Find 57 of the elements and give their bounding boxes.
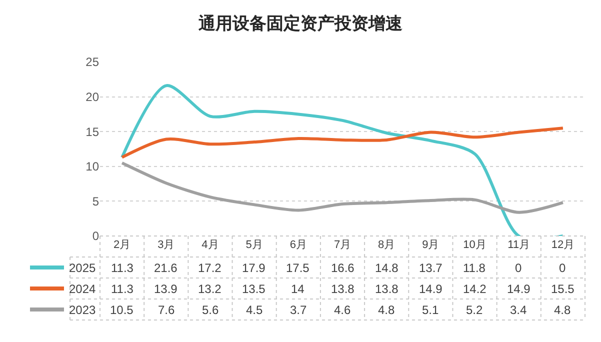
x-tick-label: 3月 [158, 239, 175, 251]
data-label: 14.8 [375, 261, 399, 275]
y-tick-label: 10 [86, 160, 100, 174]
data-label: 13.7 [419, 261, 443, 275]
x-tick-label: 6月 [290, 239, 307, 251]
legend-label: 2025 [69, 261, 96, 275]
x-tick-label: 11月 [508, 239, 530, 251]
x-tick-label: 4月 [202, 239, 219, 251]
data-label: 11.3 [111, 261, 134, 275]
data-label: 16.6 [331, 261, 355, 275]
data-label: 4.8 [554, 303, 572, 317]
x-tick-label: 7月 [334, 239, 352, 251]
data-label: 17.9 [242, 261, 266, 275]
data-label: 4.5 [246, 303, 264, 317]
data-label: 14.9 [419, 282, 443, 296]
data-label: 13.8 [331, 282, 355, 296]
data-label: 5.6 [202, 303, 220, 317]
data-label: 11.8 [463, 261, 486, 275]
y-tick-label: 0 [92, 229, 100, 244]
y-tick-label: 15 [86, 124, 100, 139]
x-tick-label: 2月 [113, 239, 131, 251]
data-label: 13.5 [242, 282, 266, 296]
x-tick-label: 8月 [378, 239, 396, 251]
line-series [120, 126, 564, 159]
data-label: 4.6 [334, 303, 352, 317]
data-label: 0 [559, 261, 566, 275]
data-label: 3.4 [510, 303, 528, 317]
data-label: 15.5 [551, 282, 575, 296]
data-label: 14.9 [507, 282, 531, 296]
data-label: 13.2 [198, 282, 222, 296]
data-label: 5.1 [422, 303, 440, 317]
data-label: 13.9 [154, 282, 178, 296]
x-tick-label: 10月 [463, 239, 486, 251]
data-label: 3.7 [290, 303, 308, 317]
data-label: 4.8 [378, 303, 396, 317]
data-label: 0 [515, 261, 522, 275]
line-series [120, 161, 564, 214]
line-series [120, 84, 564, 236]
legend-label: 2024 [69, 282, 96, 296]
chart-title: 通用设备固定资产投资增速 [198, 14, 402, 33]
data-label: 11.3 [111, 282, 134, 296]
x-tick-label: 9月 [422, 239, 440, 251]
data-label: 17.5 [286, 261, 310, 275]
data-label: 10.5 [110, 303, 134, 317]
y-tick-label: 5 [92, 194, 100, 208]
data-label: 7.6 [158, 303, 176, 317]
data-label: 13.8 [375, 282, 399, 296]
x-tick-label: 12月 [551, 239, 575, 251]
data-label: 5.2 [466, 303, 484, 317]
data-label: 17.2 [198, 261, 222, 275]
y-tick-label: 20 [86, 90, 100, 104]
legend-label: 2023 [69, 303, 96, 317]
x-tick-label: 5月 [246, 239, 263, 251]
y-tick-label: 25 [86, 55, 100, 70]
data-label: 21.6 [154, 261, 178, 275]
data-label: 14.2 [463, 282, 487, 296]
data-label: 14 [291, 282, 305, 296]
